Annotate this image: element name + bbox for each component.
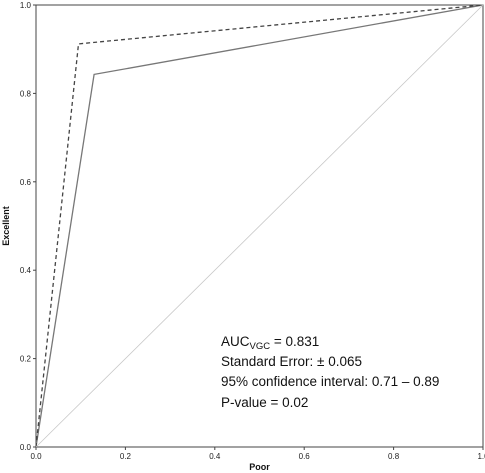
x-tick-label: 0.2 <box>120 452 132 461</box>
auc-subscript: VGC <box>250 341 271 352</box>
y-tick-label: 0.4 <box>20 266 32 275</box>
series-line-solid <box>35 4 484 448</box>
p-value-annotation: P-value = 0.02 <box>221 395 308 410</box>
series-line-reference <box>35 4 484 448</box>
standard-error-annotation: Standard Error: ± 0.065 <box>221 354 362 369</box>
auc-label: AUC <box>221 334 250 349</box>
auc-annotation: AUCVGC = 0.831 <box>221 334 319 352</box>
x-tick-label: 0.4 <box>209 452 221 461</box>
series-line-dashed <box>35 4 484 448</box>
y-axis-ticks: 0.0 0.2 0.4 0.6 0.8 1.0 <box>20 1 36 452</box>
y-tick-label: 0.8 <box>20 89 32 98</box>
auc-value: = 0.831 <box>270 334 319 349</box>
x-tick-label: 0.8 <box>388 452 400 461</box>
y-tick-label: 1.0 <box>20 1 32 10</box>
x-axis-title: Poor <box>249 462 270 472</box>
x-tick-label: 0.0 <box>30 452 42 461</box>
y-tick-label: 0.0 <box>20 443 32 452</box>
y-axis-title: Excellent <box>1 206 11 246</box>
series-layer <box>35 4 484 448</box>
confidence-interval-annotation: 95% confidence interval: 0.71 – 0.89 <box>221 374 439 389</box>
y-tick-label: 0.6 <box>20 178 32 187</box>
x-tick-label: 0.6 <box>299 452 311 461</box>
x-axis-ticks: 0.0 0.2 0.4 0.6 0.8 1.0 <box>30 447 485 461</box>
y-tick-label: 0.2 <box>20 355 32 364</box>
statistics-annotation: AUCVGC = 0.831 Standard Error: ± 0.065 9… <box>221 334 439 410</box>
x-tick-label: 1.0 <box>477 452 485 461</box>
